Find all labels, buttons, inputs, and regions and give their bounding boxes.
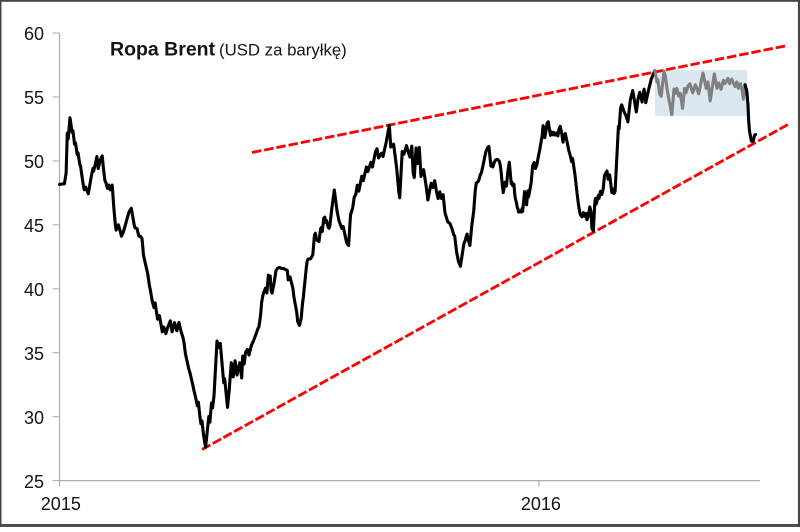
svg-text:40: 40 (24, 280, 44, 300)
svg-text:35: 35 (24, 344, 44, 364)
svg-text:30: 30 (24, 408, 44, 428)
svg-text:2015: 2015 (41, 494, 81, 514)
svg-text:60: 60 (24, 24, 44, 44)
svg-text:25: 25 (24, 472, 44, 492)
svg-text:45: 45 (24, 216, 44, 236)
svg-text:(USD za baryłkę): (USD za baryłkę) (219, 41, 347, 60)
svg-text:2016: 2016 (521, 494, 561, 514)
svg-text:Ropa Brent: Ropa Brent (110, 39, 216, 61)
svg-text:50: 50 (24, 152, 44, 172)
svg-text:55: 55 (24, 88, 44, 108)
